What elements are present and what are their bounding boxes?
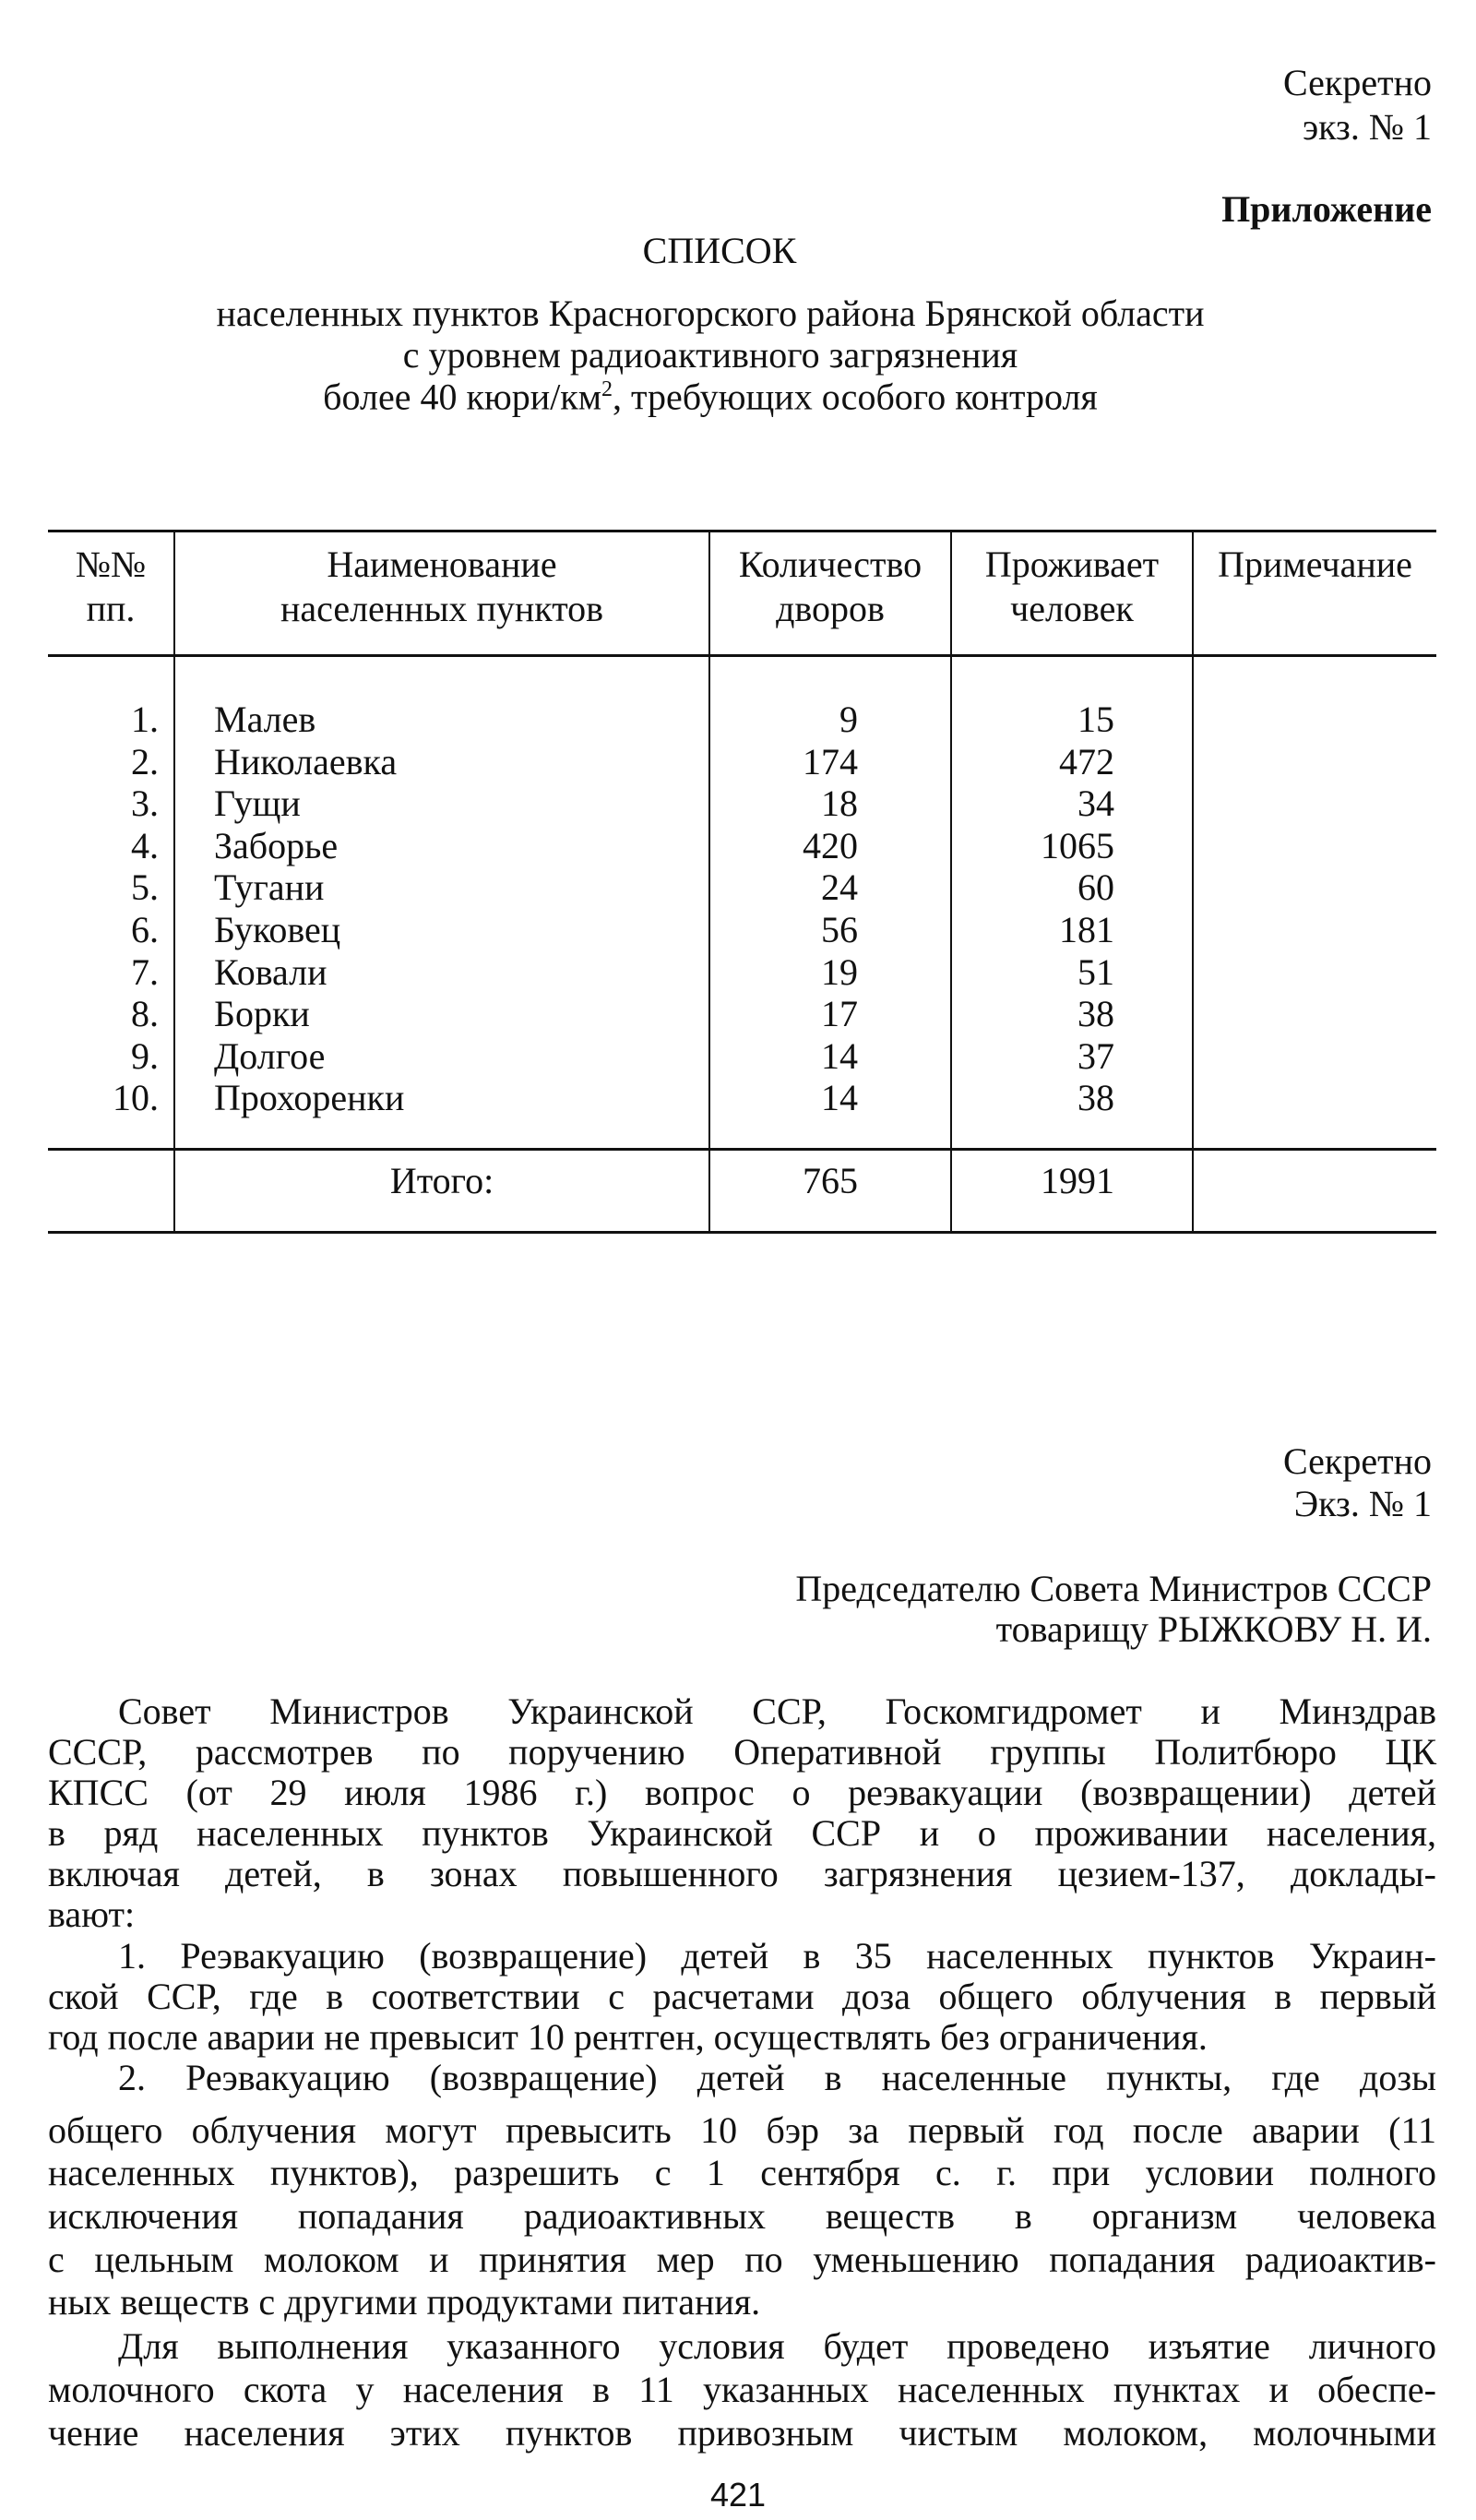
appendix-label: Приложение	[1221, 188, 1432, 230]
header-yards: дворов	[776, 588, 885, 629]
paragraph-line: 2. Реэвакуацию (возвращение) детей в нас…	[118, 2057, 1436, 2098]
row-number: 2.	[131, 740, 159, 782]
people-count: 1065	[1041, 824, 1114, 866]
paragraph-line: молочного скота у населения в 11 указанн…	[48, 2369, 1436, 2410]
row-number: 7.	[131, 950, 159, 993]
copy-number: экз. № 1	[1302, 106, 1432, 148]
paragraph-line: Совет Министров Украинской ССР, Госкомги…	[118, 1690, 1436, 1732]
paragraph-line: год после аварии не превысит 10 рентген,…	[48, 2016, 1208, 2058]
yards-count: 14	[821, 1077, 858, 1119]
header-people: человек	[1010, 588, 1134, 629]
people-count: 15	[1077, 699, 1114, 740]
column-divider	[708, 530, 710, 1234]
settlement-name: Долгое	[214, 1034, 326, 1077]
subtitle-line-3: более 40 кюри/км2, требующих особого кон…	[0, 378, 1448, 415]
total-people: 1991	[1041, 1160, 1114, 1201]
superscript: 2	[601, 377, 613, 401]
people-count: 181	[1059, 909, 1114, 950]
addressee-line-2: товарищу РЫЖКОВУ Н. И.	[995, 1608, 1432, 1650]
people-count: 34	[1077, 782, 1114, 825]
secret-stamp: Секретно	[1283, 62, 1432, 103]
row-number: 9.	[131, 1034, 159, 1077]
paragraph-line: КПСС (от 29 июля 1986 г.) вопрос о реэва…	[48, 1772, 1436, 1813]
people-count: 472	[1059, 740, 1114, 782]
settlement-name: Ковали	[214, 950, 327, 993]
paragraph-line: включая детей, в зонах повышенного загря…	[48, 1853, 1436, 1894]
paragraph-line: ской ССР, где в соответствии с расчетами…	[48, 1976, 1436, 2017]
row-number: 6.	[131, 909, 159, 950]
yards-count: 24	[821, 866, 858, 909]
row-number: 1.	[131, 699, 159, 740]
people-count: 38	[1077, 993, 1114, 1035]
total-yards: 765	[803, 1160, 858, 1201]
row-number: 10.	[113, 1077, 159, 1119]
yards-count: 14	[821, 1034, 858, 1077]
table-bottom-rule	[48, 1231, 1436, 1234]
subtitle-line-2: с уровнем радиоактивного загрязнения	[402, 334, 1018, 376]
settlement-name: Тугани	[214, 866, 325, 909]
subtitle-text: более 40 кюри/км	[323, 376, 602, 418]
yards-count: 174	[803, 740, 858, 782]
people-count: 37	[1077, 1034, 1114, 1077]
header-note: Примечание	[1218, 543, 1412, 585]
header-yards: Количество	[738, 543, 922, 585]
paragraph-line: исключения попадания радиоактивных вещес…	[48, 2195, 1436, 2237]
total-rule	[48, 1148, 1436, 1151]
paragraph-line: населенных пунктов), разрешить с 1 сентя…	[48, 2152, 1436, 2193]
yards-count: 56	[821, 909, 858, 950]
yards-count: 9	[839, 699, 858, 740]
yards-count: 18	[821, 782, 858, 825]
people-count: 51	[1077, 950, 1114, 993]
yards-count: 17	[821, 993, 858, 1035]
paragraph-line: общего облучения могут превысить 10 бэр …	[48, 2109, 1436, 2151]
settlement-name: Малев	[214, 699, 316, 740]
addressee-line-1: Председателю Совета Министров СССР	[795, 1568, 1432, 1609]
settlement-name: Николаевка	[214, 740, 398, 782]
paragraph-line: вают:	[48, 1893, 136, 1935]
settlement-name: Гущи	[214, 782, 301, 825]
total-label: Итого:	[389, 1160, 494, 1201]
people-count: 38	[1077, 1077, 1114, 1119]
paragraph-line: с цельным молоком и принятия мер по умен…	[48, 2239, 1436, 2280]
header-rule	[48, 654, 1436, 657]
paragraph-line: в ряд населенных пунктов Украинской ССР …	[48, 1812, 1436, 1854]
row-number: 4.	[131, 824, 159, 866]
paragraph-line: ных веществ с другими продуктами питания…	[48, 2281, 761, 2323]
column-divider	[950, 530, 952, 1234]
row-number: 3.	[131, 782, 159, 825]
header-name: Наименование	[327, 543, 557, 585]
paragraph-line: чение населения этих пунктов привозным ч…	[48, 2412, 1436, 2454]
subtitle-text-end: , требующих особого контроля	[613, 376, 1098, 418]
column-divider	[1192, 530, 1194, 1234]
row-number: 8.	[131, 993, 159, 1035]
subtitle-line-1: населенных пунктов Красногорского района…	[216, 293, 1205, 334]
paragraph-line: 1. Реэвакуацию (возвращение) детей в 35 …	[118, 1935, 1436, 1977]
header-num: №№	[75, 543, 147, 585]
yards-count: 420	[803, 824, 858, 866]
yards-count: 19	[821, 950, 858, 993]
header-name: населенных пунктов	[280, 588, 604, 629]
settlement-name: Прохоренки	[214, 1077, 405, 1119]
header-people: Проживает	[984, 543, 1160, 585]
page-number: 421	[709, 2476, 767, 2514]
settlement-name: Заборье	[214, 824, 339, 866]
table-top-rule	[48, 530, 1436, 532]
header-num: пп.	[86, 588, 136, 629]
paragraph-line: СССР, рассмотрев по поручению Оперативно…	[48, 1731, 1436, 1773]
list-title: СПИСОК	[642, 230, 797, 271]
settlement-name: Буковец	[214, 909, 341, 950]
settlement-name: Борки	[214, 993, 310, 1035]
paragraph-line: Для выполнения указанного условия будет …	[118, 2325, 1436, 2367]
letter-secret-stamp: Секретно	[1283, 1440, 1432, 1482]
row-number: 5.	[131, 866, 159, 909]
column-divider	[173, 530, 175, 1234]
letter-copy-number: Экз. № 1	[1293, 1483, 1432, 1524]
people-count: 60	[1077, 866, 1114, 909]
